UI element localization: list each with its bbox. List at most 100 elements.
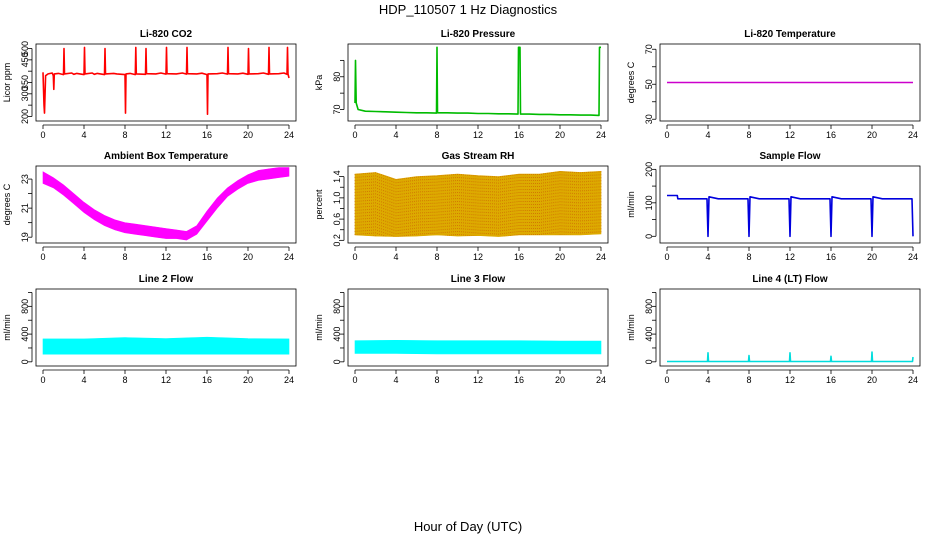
- y-tick-label: 1.0: [332, 192, 342, 205]
- y-tick-label: 800: [20, 299, 30, 314]
- y-axis-label: Licor ppm: [2, 63, 12, 103]
- x-tick-label: 12: [161, 375, 171, 385]
- x-tick-label: 8: [434, 252, 439, 262]
- y-tick-label: 0.2: [332, 234, 342, 247]
- x-tick-label: 20: [243, 130, 253, 140]
- panel-8: Line 3 Flow ml/min 0 4 8 12 16 20 24 0 400 800: [314, 274, 609, 385]
- y-tick-label: 30: [644, 114, 654, 124]
- y-tick-label: 200: [644, 162, 654, 177]
- x-tick-label: 8: [434, 130, 439, 140]
- data-layer: [354, 46, 601, 117]
- x-tick-label: 8: [746, 252, 751, 262]
- y-tick-label: 80: [332, 72, 342, 82]
- panel-title: Line 4 (LT) Flow: [752, 274, 828, 285]
- x-tick-label: 4: [393, 252, 398, 262]
- x-tick-label: 16: [826, 252, 836, 262]
- y-tick-label: 70: [332, 105, 342, 115]
- plot-frame: [347, 43, 609, 122]
- data-layer: [354, 170, 602, 237]
- x-tick-label: 0: [664, 130, 669, 140]
- y-tick-label: 21: [20, 203, 30, 213]
- x-tick-label: 0: [352, 375, 357, 385]
- series-band: [42, 336, 290, 355]
- x-tick-label: 16: [202, 375, 212, 385]
- panel-4: Ambient Box Temperature degrees C 0 4 8 12 16 2…: [2, 151, 297, 262]
- series-line-1: [667, 194, 914, 238]
- x-tick-label: 0: [352, 130, 357, 140]
- plot-frame: [35, 165, 297, 244]
- x-tick-label: 12: [473, 375, 483, 385]
- x-tick-label: 12: [473, 252, 483, 262]
- panel-title: Sample Flow: [759, 151, 820, 162]
- x-tick-label: 20: [243, 252, 253, 262]
- x-tick-label: 20: [867, 375, 877, 385]
- y-tick-label: 500: [20, 41, 30, 56]
- y-tick-label: 23: [20, 174, 30, 184]
- x-tick-label: 16: [826, 130, 836, 140]
- x-tick-label: 20: [555, 130, 565, 140]
- x-tick-label: 16: [514, 130, 524, 140]
- panel-5: Gas Stream RH percent 0 4 8 12 16 20 24 0.2 0.6 1.0…: [314, 151, 609, 262]
- x-tick-label: 24: [596, 252, 606, 262]
- x-tick-label: 4: [393, 130, 398, 140]
- data-layer: [42, 336, 290, 355]
- y-tick-label: 350: [20, 75, 30, 90]
- y-axis-label: ml/min: [626, 314, 636, 341]
- series-line-1: [42, 46, 290, 115]
- x-tick-label: 12: [785, 375, 795, 385]
- panel-title: Line 3 Flow: [451, 274, 506, 285]
- data-layer: [42, 46, 290, 115]
- y-axis-label: percent: [314, 189, 324, 220]
- y-tick-label: 1.4: [332, 170, 342, 183]
- plot-frame: [659, 165, 921, 244]
- y-axis-label: kPa: [314, 75, 324, 91]
- plot-frame: [347, 165, 609, 244]
- panel-9: Line 4 (LT) Flow ml/min 0 4 8 12 16 20 24 0 400 800: [626, 274, 921, 385]
- panel-3: Li-820 Temperature degrees C 0 4 8 12 16 20 24 30…: [626, 29, 921, 140]
- x-tick-label: 4: [705, 252, 710, 262]
- x-tick-label: 12: [473, 130, 483, 140]
- x-tick-label: 20: [555, 375, 565, 385]
- x-tick-label: 12: [785, 252, 795, 262]
- y-tick-label: 400: [644, 327, 654, 342]
- panel-2: Li-820 Pressure kPa 0 4 8 12 16 20 24 70 80: [314, 29, 609, 140]
- panel-title: Gas Stream RH: [442, 151, 515, 162]
- x-tick-label: 24: [908, 130, 918, 140]
- x-tick-label: 24: [596, 130, 606, 140]
- series-line-1: [667, 351, 914, 363]
- x-tick-label: 0: [40, 252, 45, 262]
- data-layer: [42, 167, 290, 241]
- data-layer: [667, 194, 914, 238]
- panel-title: Li-820 CO2: [140, 29, 193, 40]
- plot-frame: [659, 288, 921, 367]
- x-tick-label: 4: [393, 375, 398, 385]
- panel-title: Li-820 Temperature: [744, 29, 836, 40]
- y-tick-label: 0: [332, 359, 342, 364]
- x-tick-label: 12: [161, 130, 171, 140]
- y-tick-label: 400: [332, 327, 342, 342]
- x-tick-label: 20: [867, 252, 877, 262]
- x-tick-label: 16: [202, 130, 212, 140]
- plot-frame: [659, 43, 921, 122]
- x-tick-label: 24: [284, 252, 294, 262]
- plot-frame: [35, 43, 297, 122]
- x-tick-label: 0: [664, 252, 669, 262]
- x-tick-label: 20: [867, 130, 877, 140]
- panel-title: Li-820 Pressure: [441, 29, 516, 40]
- x-tick-label: 8: [122, 375, 127, 385]
- y-tick-label: 0: [644, 234, 654, 239]
- series-texture: [354, 171, 602, 237]
- x-tick-label: 4: [81, 130, 86, 140]
- y-tick-label: 70: [644, 44, 654, 54]
- x-tick-label: 16: [514, 375, 524, 385]
- figure-title: HDP_110507 1 Hz Diagnostics: [379, 2, 558, 17]
- x-tick-label: 16: [202, 252, 212, 262]
- data-layer: [354, 339, 602, 355]
- y-tick-label: 450: [20, 52, 30, 67]
- series-band: [42, 167, 290, 241]
- y-tick-label: 0: [644, 359, 654, 364]
- y-tick-label: 800: [644, 299, 654, 314]
- x-tick-label: 4: [81, 252, 86, 262]
